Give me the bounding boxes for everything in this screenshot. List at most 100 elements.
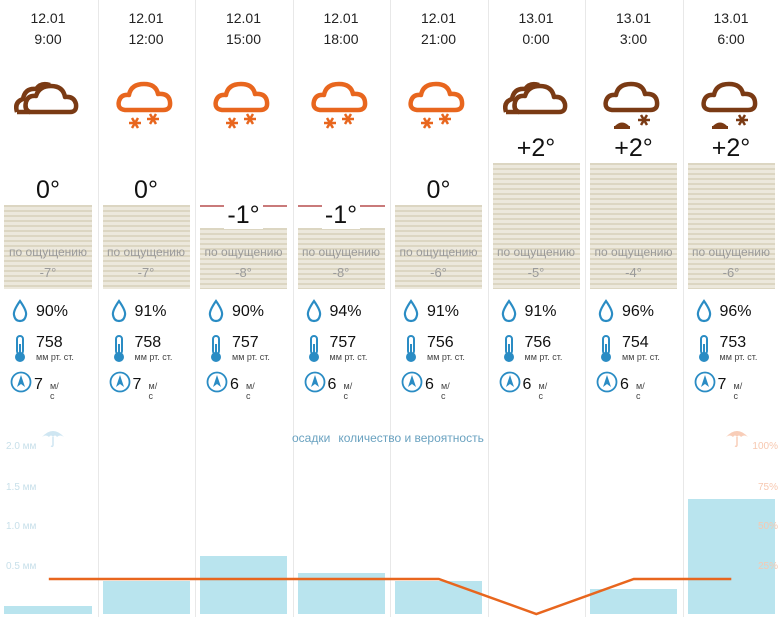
water-drop-icon <box>501 299 516 323</box>
pressure-value: 756 <box>427 334 454 351</box>
pressure-value: 753 <box>719 334 747 351</box>
wind-direction-icon <box>401 371 423 393</box>
feels-like-label: по ощущению <box>9 245 87 259</box>
humidity-row: 91% <box>109 299 167 327</box>
feels-like-value: -5° <box>527 265 545 280</box>
water-drop-icon <box>111 299 126 323</box>
forecast-column[interactable]: 12.01 21:00 0° по ощущению -6° 91% 756 мм рт. с… <box>390 0 486 617</box>
wind-direction-icon <box>109 371 130 393</box>
feels-like-label: по ощущению <box>204 245 283 259</box>
pressure-value: 756 <box>524 334 552 351</box>
pressure-value: 757 <box>232 334 259 351</box>
feels-like-value: -6° <box>722 265 740 280</box>
precip-legend: осадки количество и вероятность <box>292 431 484 445</box>
humidity-value: 90% <box>36 303 69 320</box>
feels-like-label: по ощущению <box>107 245 185 259</box>
thermometer-icon <box>406 335 416 362</box>
forecast-column[interactable]: 13.01 6:00 +2° по ощущению -6° 96% 753 мм рт. с… <box>682 0 779 617</box>
temperature-band <box>492 163 580 289</box>
forecast-column[interactable]: 13.01 3:00 +2° по ощущению -4° 96% 754 мм рт. с… <box>585 0 681 617</box>
wind-speed: 6 <box>230 376 239 393</box>
wind-unit: м/с <box>538 381 548 401</box>
feels-like-value: -7° <box>137 265 155 280</box>
thermometer-icon <box>503 335 514 362</box>
wind-row: 7 м/с <box>109 371 157 401</box>
temperature: -1° <box>196 201 291 230</box>
pressure-value: 758 <box>134 334 162 351</box>
temperature: +2° <box>684 134 779 163</box>
forecast-date: 12.01 <box>128 10 164 26</box>
thermometer-icon <box>601 335 611 362</box>
feels-like-label: по ощущению <box>497 245 575 259</box>
cloudy-icon <box>502 72 571 134</box>
humidity-row: 96% <box>694 299 752 327</box>
precip-axis-label: 1.0 мм <box>6 521 37 532</box>
umbrella-icon <box>42 431 64 448</box>
wind-direction-icon <box>596 371 618 393</box>
temperature: -1° <box>294 201 389 230</box>
pressure-unit: мм рт. ст. <box>329 352 368 362</box>
temperature-band <box>687 163 775 289</box>
water-drop-icon <box>306 299 321 323</box>
temperature: 0° <box>99 176 194 205</box>
water-drop-icon <box>598 299 614 323</box>
forecast-column[interactable]: 12.01 18:00 -1° по ощущению -8° 94% 757 мм рт. … <box>292 0 389 617</box>
umbrella-icon <box>726 431 748 448</box>
humidity-value: 91% <box>427 303 460 320</box>
cloud-snow-sleet-icon <box>600 72 668 134</box>
cloud-snow-icon <box>210 72 278 134</box>
feels-like-label: по ощущению <box>594 245 673 259</box>
pressure-unit: мм рт. ст. <box>524 352 563 362</box>
water-drop-icon <box>12 299 28 323</box>
forecast-column[interactable]: 12.01 12:00 0° по ощущению -7° 91% 758 мм рт. с… <box>97 0 194 617</box>
pressure-row: 753 мм рт. ст. <box>694 334 757 362</box>
cloud-snow-icon <box>113 72 181 134</box>
water-drop-icon <box>403 299 419 323</box>
pressure-value: 758 <box>36 334 63 351</box>
forecast-time: 9:00 <box>34 31 62 47</box>
wind-direction-icon <box>10 371 32 393</box>
wind-row: 6 м/с <box>401 371 450 401</box>
forecast-date: 13.01 <box>518 10 554 26</box>
pressure-row: 754 мм рт. ст. <box>596 334 660 362</box>
forecast-time: 15:00 <box>225 31 262 47</box>
cloud-snow-sleet-icon <box>698 72 766 134</box>
pressure-value: 754 <box>622 334 649 351</box>
temperature: 0° <box>391 176 486 205</box>
feels-like-value: -8° <box>235 265 252 280</box>
temperature: +2° <box>586 134 681 163</box>
wind-unit: м/с <box>343 381 353 401</box>
humidity-value: 96% <box>622 303 655 320</box>
pressure-unit: мм рт. ст. <box>427 352 465 362</box>
humidity-row: 91% <box>499 299 557 327</box>
pressure-unit: мм рт. ст. <box>232 352 270 362</box>
wind-unit: м/с <box>50 381 59 401</box>
wind-direction-icon <box>499 371 520 393</box>
forecast-time: 3:00 <box>619 31 648 47</box>
wind-row: 6 м/с <box>499 371 547 401</box>
humidity-value: 91% <box>524 303 557 320</box>
feels-like-value: -7° <box>39 265 57 280</box>
pressure-unit: мм рт. ст. <box>622 352 660 362</box>
forecast-time: 0:00 <box>522 31 550 47</box>
pressure-row: 758 мм рт. ст. <box>109 334 172 362</box>
precip-bar <box>102 581 190 614</box>
forecast-column[interactable]: 12.01 15:00 -1° по ощущению -8° 90% 757 мм рт. … <box>195 0 291 617</box>
precip-axis-label: 1.5 мм <box>6 482 37 493</box>
wind-unit: м/с <box>441 381 450 401</box>
temperature-band <box>297 228 385 289</box>
cloud-snow-icon <box>308 72 376 134</box>
humidity-value: 90% <box>232 303 265 320</box>
wind-unit: м/с <box>246 381 255 401</box>
forecast-date: 12.01 <box>225 10 262 26</box>
wind-speed: 7 <box>132 376 142 393</box>
wind-direction-icon <box>304 371 325 393</box>
forecast-date: 13.01 <box>713 10 749 26</box>
forecast-date: 12.01 <box>30 10 66 26</box>
wind-speed: 6 <box>327 376 337 393</box>
forecast-column[interactable]: 13.01 0:00 +2° по ощущению -5° 91% 756 мм рт. с… <box>487 0 584 617</box>
forecast-column[interactable]: 12.01 9:00 0° по ощущению -7° 90% 758 мм рт. ст… <box>0 0 96 617</box>
probability-axis-label: 25% <box>757 561 778 572</box>
forecast-time: 18:00 <box>323 31 359 47</box>
